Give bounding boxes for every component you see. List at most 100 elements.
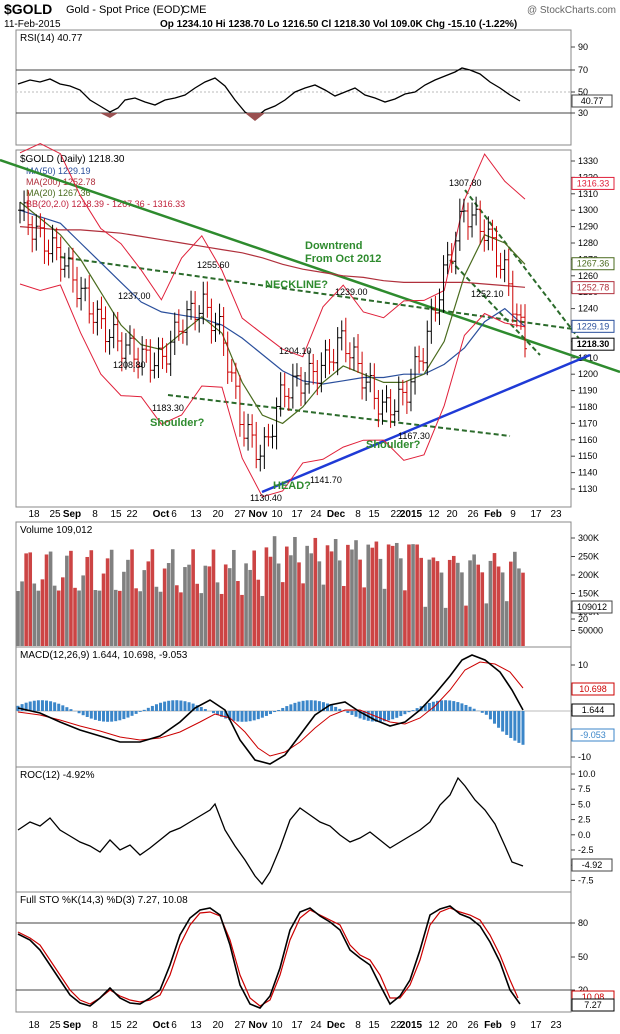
volume-bar: [81, 575, 85, 646]
volume-bar: [366, 544, 371, 646]
x-tick-label: 22: [390, 509, 402, 520]
axis-tick-label: 1280: [578, 238, 598, 248]
macd-histogram-bar: [40, 700, 44, 711]
macd-histogram-bar: [513, 711, 517, 741]
macd-histogram-bar: [354, 711, 358, 717]
volume-bar: [199, 593, 204, 646]
volume-bar: [77, 590, 81, 646]
macd-histogram-bar: [110, 711, 114, 722]
macd-value: -9.053: [580, 730, 606, 740]
macd-histogram-bar: [415, 708, 419, 711]
macd-histogram-bar: [65, 707, 69, 711]
axis-tick-label: 1180: [578, 402, 597, 412]
x-tick-label: 15: [110, 509, 122, 520]
bb-upper-line: [19, 142, 526, 358]
macd-histogram-bar: [472, 708, 476, 711]
macd-histogram-bar: [505, 711, 509, 735]
macd-histogram-bar: [260, 711, 264, 718]
legend-entry: BB(20,2.0) 1218.39 - 1267.36 - 1316.33: [26, 199, 185, 209]
volume-bar: [227, 568, 232, 646]
macd-histogram-bar: [383, 711, 387, 722]
value-box-label: 1267.36: [577, 259, 610, 269]
volume-bar: [36, 590, 41, 646]
macd-histogram-bar: [305, 700, 309, 711]
volume-bar: [158, 591, 163, 646]
volume-bar: [48, 551, 53, 646]
volume-bar: [313, 537, 318, 646]
uptrend-line: [261, 353, 591, 494]
macd-histogram-bar: [236, 711, 240, 722]
volume-bar: [134, 588, 138, 646]
macd-histogram-bar: [480, 711, 484, 713]
volume-bar: [89, 550, 94, 646]
volume-bar: [517, 568, 521, 646]
price-lines: [19, 142, 526, 498]
x-tick-label: 12: [428, 1020, 440, 1031]
macd-histogram-bar: [264, 711, 268, 716]
macd-histogram-bar: [203, 709, 207, 711]
volume-bar: [236, 581, 240, 646]
volume-bar: [488, 560, 493, 646]
x-tick-label: 10: [271, 1020, 283, 1031]
macd-histogram-bar: [61, 705, 65, 711]
volume-bar: [443, 607, 448, 646]
volume-bar: [447, 559, 452, 646]
x-tick-label: 26: [467, 509, 479, 520]
volume-bar: [211, 549, 216, 646]
volume-bar: [268, 556, 273, 646]
macd-histogram-bar: [102, 711, 106, 722]
volume-bar: [203, 565, 208, 646]
x-axis-top: 18 25 Sep 8 15 22 Oct 6 13 20 27 Nov 10 17 24 Dec 8 15 222…: [28, 509, 562, 520]
volume-bar: [183, 567, 187, 646]
x-tick-label: 8: [92, 509, 98, 520]
macd-histogram-bar: [509, 711, 513, 738]
volume-bar: [162, 568, 167, 646]
volume-bar: [342, 585, 346, 646]
volume-bar: [382, 588, 387, 646]
value-box: [571, 257, 615, 271]
x-tick-label: 17: [530, 1020, 542, 1031]
volume-bar: [399, 558, 403, 646]
axis-tick-label: 2.5: [578, 815, 591, 825]
x-tick-label: Dec: [327, 1020, 346, 1031]
macd-histogram-bar: [20, 704, 24, 711]
macd-histogram-bar: [423, 704, 427, 711]
volume-bar: [69, 550, 73, 646]
macd-histogram-bar: [391, 711, 395, 720]
bb-lower-line: [19, 283, 526, 498]
value-box-label: 1316.33: [577, 178, 610, 188]
x-tick-label: 25: [49, 1020, 61, 1031]
x-tick-label: 8: [92, 1020, 98, 1031]
macd-histogram-bar: [28, 701, 32, 711]
axis-tick-label: 90: [578, 42, 588, 52]
macd-value-box: [571, 703, 615, 717]
macd-histogram-bar: [175, 700, 179, 711]
axis-tick-label: -10: [578, 752, 591, 762]
x-tick-label: 23: [550, 509, 562, 520]
volume-bar: [252, 550, 257, 646]
x-tick-label: 18: [28, 1020, 40, 1031]
macd-histogram-bar: [228, 711, 232, 720]
volume-bar: [472, 554, 476, 646]
macd-label: MACD(12,26,9) 1.644, 10.698, -9.053: [20, 650, 188, 661]
macd-histogram-bar: [403, 711, 407, 715]
volume-bar: [166, 563, 171, 646]
volume-bar: [350, 549, 354, 646]
macd-histogram-bar: [488, 711, 492, 720]
macd-histogram-bar: [77, 711, 81, 714]
price-label: 1183.30: [152, 403, 184, 413]
macd-histogram-bar: [301, 700, 305, 711]
volume-bar: [101, 573, 106, 646]
x-tick-label: 23: [550, 1020, 562, 1031]
volume-bars: [16, 536, 525, 646]
macd-histogram-bar: [220, 711, 224, 717]
x-tick-label: 24: [310, 1020, 322, 1031]
volume-bar: [28, 552, 33, 646]
axis-tick-label: 1290: [578, 222, 598, 232]
macd-histogram-bar: [468, 706, 472, 711]
volume-bar: [386, 544, 391, 646]
volume-bar: [325, 545, 330, 646]
axis-tick-label: 0.0: [578, 830, 591, 840]
price-label: 1167.30: [398, 431, 430, 441]
